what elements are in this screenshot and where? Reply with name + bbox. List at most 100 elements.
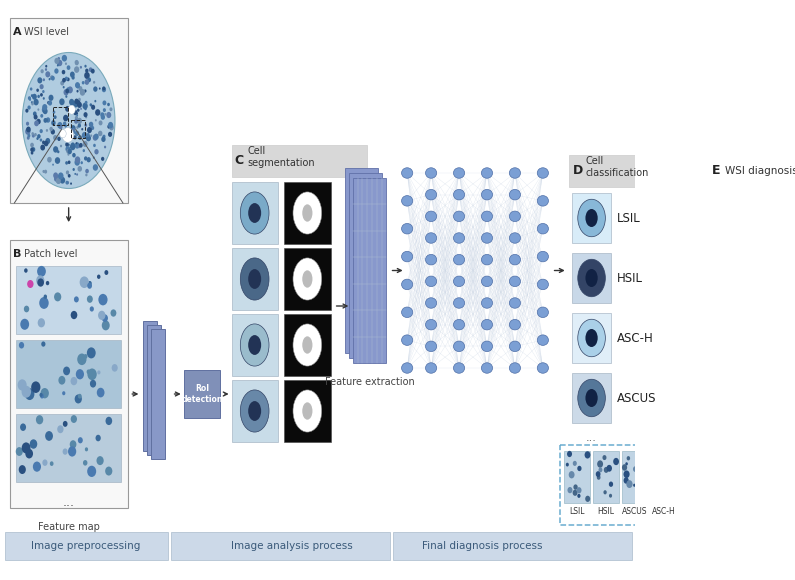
Circle shape: [58, 376, 65, 385]
Bar: [231, 182, 277, 244]
Circle shape: [774, 290, 778, 293]
Ellipse shape: [248, 401, 261, 421]
Circle shape: [53, 172, 58, 179]
Text: Image preprocessing: Image preprocessing: [31, 541, 141, 551]
Circle shape: [750, 215, 752, 217]
Circle shape: [90, 380, 96, 387]
Circle shape: [787, 340, 789, 342]
Circle shape: [750, 207, 753, 211]
Circle shape: [731, 257, 734, 260]
Circle shape: [669, 477, 676, 485]
Circle shape: [577, 466, 582, 471]
Circle shape: [747, 353, 749, 355]
Circle shape: [781, 277, 785, 281]
Circle shape: [33, 115, 37, 119]
Circle shape: [778, 277, 784, 283]
Circle shape: [747, 280, 748, 282]
Circle shape: [48, 95, 53, 101]
Ellipse shape: [482, 233, 493, 243]
Circle shape: [752, 274, 754, 278]
Circle shape: [761, 298, 766, 304]
Circle shape: [725, 305, 729, 311]
Circle shape: [68, 86, 73, 93]
Ellipse shape: [425, 233, 436, 243]
Circle shape: [736, 293, 745, 304]
Circle shape: [727, 255, 730, 259]
Circle shape: [770, 291, 774, 296]
Circle shape: [45, 431, 53, 441]
Circle shape: [104, 146, 107, 148]
Circle shape: [751, 223, 754, 227]
Ellipse shape: [401, 223, 413, 234]
Circle shape: [727, 257, 730, 261]
Ellipse shape: [425, 190, 436, 200]
Circle shape: [41, 114, 43, 118]
Circle shape: [742, 280, 746, 284]
Circle shape: [764, 216, 766, 218]
Circle shape: [672, 451, 677, 459]
Circle shape: [87, 347, 95, 358]
Circle shape: [93, 157, 95, 159]
Circle shape: [52, 164, 54, 166]
Circle shape: [735, 287, 739, 293]
Circle shape: [71, 143, 75, 148]
Circle shape: [62, 78, 66, 82]
Circle shape: [83, 460, 87, 466]
Circle shape: [73, 135, 76, 140]
Circle shape: [724, 317, 729, 322]
Text: ...: ...: [63, 496, 75, 509]
Circle shape: [50, 75, 54, 80]
Circle shape: [747, 340, 750, 343]
Circle shape: [87, 157, 91, 162]
Circle shape: [731, 301, 734, 304]
Circle shape: [786, 225, 791, 231]
Ellipse shape: [510, 362, 521, 374]
Circle shape: [58, 172, 64, 179]
Ellipse shape: [425, 168, 436, 178]
Circle shape: [67, 66, 71, 70]
Circle shape: [29, 98, 31, 101]
Bar: [10, 18, 128, 203]
Circle shape: [743, 283, 747, 287]
Circle shape: [633, 466, 638, 472]
Circle shape: [785, 311, 790, 318]
Bar: [572, 373, 611, 423]
Circle shape: [788, 331, 792, 336]
Circle shape: [54, 68, 59, 74]
Text: E: E: [712, 165, 720, 177]
Circle shape: [31, 151, 33, 155]
Circle shape: [782, 222, 784, 224]
Circle shape: [75, 173, 76, 175]
Circle shape: [747, 219, 751, 226]
Circle shape: [789, 324, 793, 329]
Ellipse shape: [425, 298, 436, 308]
Circle shape: [90, 306, 94, 311]
Ellipse shape: [240, 258, 269, 300]
Circle shape: [42, 104, 48, 111]
Circle shape: [103, 135, 106, 138]
Circle shape: [28, 134, 30, 137]
Circle shape: [31, 102, 34, 106]
Ellipse shape: [578, 319, 605, 357]
Ellipse shape: [293, 324, 322, 366]
Circle shape: [55, 157, 60, 164]
Bar: [651, 451, 677, 503]
Circle shape: [68, 161, 71, 164]
Circle shape: [60, 177, 65, 184]
Ellipse shape: [293, 390, 322, 432]
Circle shape: [584, 451, 591, 459]
Circle shape: [93, 86, 98, 92]
Circle shape: [573, 484, 578, 490]
Circle shape: [789, 291, 791, 293]
Circle shape: [769, 331, 773, 336]
Circle shape: [102, 314, 108, 322]
Circle shape: [63, 421, 68, 427]
Circle shape: [21, 443, 30, 454]
Circle shape: [780, 229, 783, 232]
Circle shape: [726, 303, 727, 306]
Bar: [231, 314, 277, 376]
Circle shape: [42, 459, 48, 466]
Ellipse shape: [510, 255, 521, 265]
Circle shape: [54, 58, 60, 64]
Circle shape: [95, 149, 99, 154]
